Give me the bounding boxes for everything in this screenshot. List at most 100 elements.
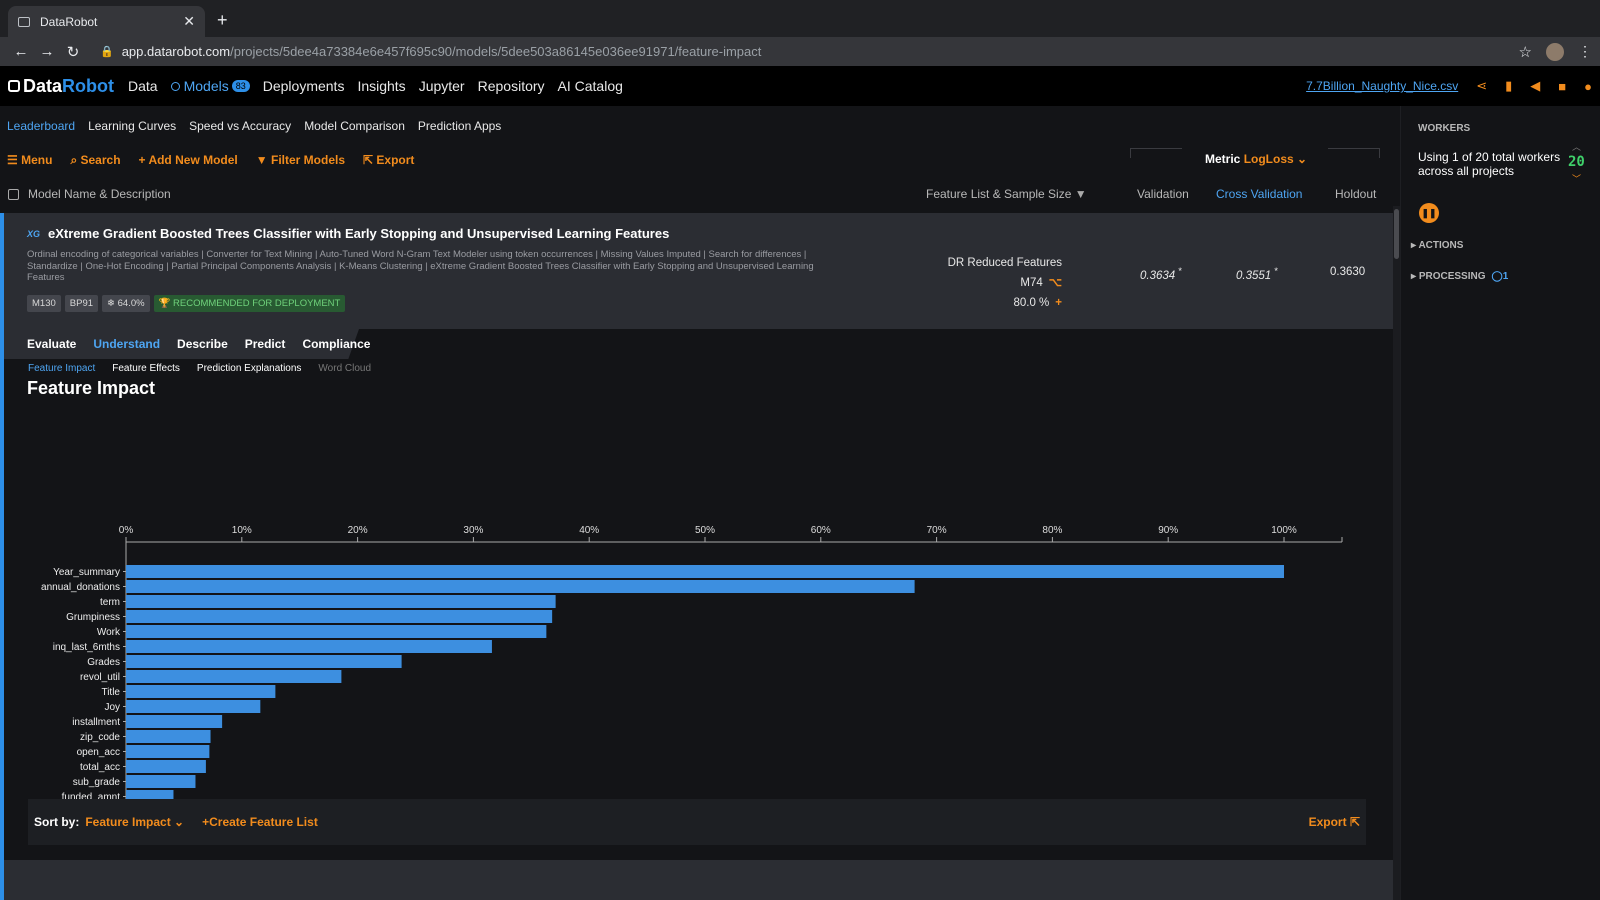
tab-compliance[interactable]: Compliance [302,337,371,351]
col-validation[interactable]: Validation [1137,187,1189,201]
tab-predict[interactable]: Predict [244,337,286,351]
hamburger-icon: ☰ [7,153,22,167]
user-icon[interactable]: ● [1584,78,1592,94]
sort-label: Sort by: [34,815,80,829]
export-button[interactable]: ⇱ Export [363,153,414,167]
dataset-link[interactable]: 7.7Billion_Naughty_Nice.csv [1306,79,1459,93]
sample-size: 80.0 % [1013,297,1050,309]
subnav-model-comparison[interactable]: Model Comparison [304,119,405,133]
tab-evaluate[interactable]: Evaluate [27,337,77,351]
filter-models-button[interactable]: ▼ Filter Models [256,153,345,167]
filter-icon[interactable]: ▼ [1074,187,1087,201]
new-tab-icon[interactable]: + [217,10,228,30]
increase-workers-icon[interactable]: ︿ [1572,142,1582,152]
actions-section[interactable]: ▸ ACTIONS [1411,240,1463,251]
metric-value: LogLoss [1243,152,1294,166]
spinner-icon: ◯ [1491,271,1503,282]
next-model-row[interactable] [4,860,1393,900]
browser-tab[interactable]: DataRobot ✕ [8,6,205,37]
subnav-prediction-apps[interactable]: Prediction Apps [417,119,502,133]
browser-tabstrip: DataRobot ✕ + [0,0,1600,37]
model-row[interactable]: XG eXtreme Gradient Boosted Trees Classi… [0,213,1393,329]
feature-impact-chart: 0%0%10%10%20%20%30%30%40%40%50%50%60%60%… [41,525,1343,806]
model-tabs: Evaluate Understand Describe Predict Com… [27,329,370,359]
col-feature-list[interactable]: Feature List & Sample Size ▼ [926,187,1087,201]
scrollbar-track[interactable] [1393,206,1400,900]
top-tick-label: 30% [463,525,483,536]
add-sample-icon[interactable]: + [1055,297,1062,309]
subnav-leaderboard[interactable]: Leaderboard [7,119,76,133]
add-model-label: Add New Model [148,153,238,167]
col-model-name[interactable]: Model Name & Description [28,187,171,201]
model-title[interactable]: XG eXtreme Gradient Boosted Trees Classi… [27,226,669,241]
nav-models[interactable]: Models 83 [170,78,250,94]
create-feature-list-button[interactable]: +Create Feature List [202,815,318,829]
nav-repository[interactable]: Repository [477,78,545,94]
feature-list-tree-icon[interactable]: ⌥ [1048,277,1062,289]
category-label: term [100,597,120,608]
nav-deployments[interactable]: Deployments [262,78,345,94]
category-label: annual_donations [41,582,120,593]
models-count-badge: 83 [231,80,250,92]
share-icon[interactable]: ⋖ [1476,78,1488,93]
chevron-down-icon: ⌄ [1293,152,1308,166]
feature-impact-title: Feature Impact [27,378,156,398]
metric-selector[interactable]: Metric LogLoss ⌄ [1205,152,1307,166]
nav-jupyter[interactable]: Jupyter [418,78,465,94]
sort-dropdown[interactable]: Feature Impact ⌄ [85,815,184,829]
forward-icon[interactable]: → [39,43,55,60]
add-model-button[interactable]: + Add New Model [139,153,238,167]
export-chart-button[interactable]: Export ⇱ [1309,815,1360,829]
menu-button[interactable]: ☰ Menu [7,153,52,167]
tab-understand[interactable]: Understand [93,337,161,351]
feature-list-cell: DR Reduced Features M74 ⌥ 80.0 % + [922,253,1062,313]
bookmark-star-icon[interactable]: ☆ [1518,43,1532,61]
nav-insights[interactable]: Insights [357,78,406,94]
subtab-feature-impact[interactable]: Feature Impact [28,363,96,374]
select-all-checkbox[interactable] [8,188,19,200]
category-label: Work [97,627,121,638]
subnav-speed-accuracy[interactable]: Speed vs Accuracy [189,119,292,133]
url-host: app.datarobot.com [121,44,231,59]
col-cross-validation[interactable]: Cross Validation [1216,187,1303,201]
trophy-icon: 🏆 [158,298,174,309]
announcement-icon[interactable]: ◀ [1530,78,1541,93]
datarobot-logo[interactable]: Data Robot [8,76,114,97]
reload-icon[interactable]: ↻ [66,43,80,61]
subtab-word-cloud[interactable]: Word Cloud [318,363,372,374]
tab-describe[interactable]: Describe [177,337,228,351]
folder-icon[interactable]: ■ [1558,78,1567,94]
pause-icon[interactable]: ❚❚ [1419,203,1439,223]
understand-subtabs: Feature Impact Feature Effects Predictio… [28,356,371,381]
back-icon[interactable]: ← [13,43,29,60]
nav-models-label: Models [183,78,229,94]
cv-value: 0.3551 [1236,269,1272,282]
top-tick-label: 70% [927,525,947,536]
address-bar[interactable]: 🔒 app.datarobot.com/projects/5dee4a73384… [100,44,1519,59]
search-label: Search [80,152,121,167]
nav-data[interactable]: Data [128,78,158,94]
recommended-badge: 🏆 RECOMMENDED FOR DEPLOYMENT [153,295,346,312]
category-label: sub_grade [73,777,121,788]
nav-ai-catalog[interactable]: AI Catalog [557,78,623,94]
subnav-learning-curves[interactable]: Learning Curves [88,119,177,133]
scrollbar-thumb[interactable] [1394,209,1399,259]
top-tick-label: 40% [579,525,599,536]
caret-right-icon: ▸ [1411,271,1419,282]
feature-list-name[interactable]: DR Reduced Features M74 [947,257,1062,289]
export-icon: ⇱ [363,153,377,167]
processing-section[interactable]: ▸ PROCESSING ◯1 [1411,271,1508,282]
search-button[interactable]: ⌕ Search [70,153,120,168]
category-label: Year_summary [53,567,120,578]
url-path: /projects/5dee4a73384e6e457f695c90/model… [230,44,762,59]
docs-icon[interactable]: ▮ [1505,78,1513,93]
category-label: revol_util [80,672,120,683]
subtab-prediction-explanations[interactable]: Prediction Explanations [196,363,302,374]
tab-close-icon[interactable]: ✕ [183,13,195,29]
col-holdout[interactable]: Holdout [1335,187,1377,201]
decrease-workers-icon[interactable]: ﹀ [1572,174,1582,184]
profile-avatar[interactable] [1546,42,1564,61]
subtab-feature-effects[interactable]: Feature Effects [112,363,180,374]
bar-installment [126,715,223,728]
browser-menu-icon[interactable]: ⋮ [1578,43,1592,59]
